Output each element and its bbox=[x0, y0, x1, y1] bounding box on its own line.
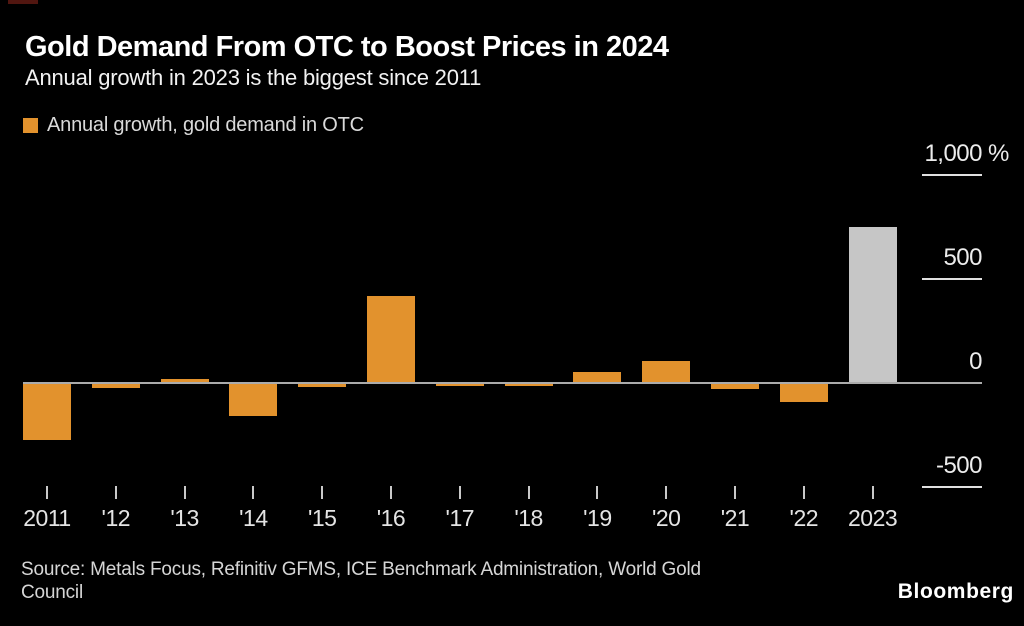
x-axis-tick bbox=[252, 486, 255, 499]
y-axis-tick bbox=[922, 174, 982, 176]
bar-16 bbox=[367, 295, 415, 383]
artifact-mark bbox=[8, 0, 38, 4]
bar-18 bbox=[504, 383, 553, 387]
x-axis-label: 2011 bbox=[23, 505, 71, 531]
x-axis-label: '22 bbox=[789, 505, 819, 531]
x-axis-tick bbox=[458, 486, 461, 499]
x-axis-label: '19 bbox=[583, 505, 612, 531]
x-axis-label: '17 bbox=[445, 505, 475, 531]
zero-baseline bbox=[23, 382, 982, 384]
bar-14 bbox=[229, 383, 278, 417]
x-axis-label: '12 bbox=[101, 505, 131, 531]
x-axis-tick bbox=[665, 486, 668, 499]
x-axis-label: '18 bbox=[514, 505, 543, 531]
y-axis-label: 1,000 bbox=[924, 140, 982, 167]
x-axis-tick bbox=[183, 486, 186, 499]
bar-20 bbox=[642, 361, 691, 383]
x-axis-label: '21 bbox=[720, 505, 750, 531]
x-axis-label: '15 bbox=[307, 505, 337, 531]
x-axis-label: '16 bbox=[376, 505, 406, 531]
bar-2011 bbox=[23, 383, 71, 441]
bar-12 bbox=[91, 383, 140, 389]
x-axis-tick bbox=[527, 486, 530, 499]
bar-2023 bbox=[848, 227, 897, 383]
x-axis-tick bbox=[802, 486, 805, 499]
legend-label: Annual growth, gold demand in OTC bbox=[47, 114, 364, 136]
y-axis-label: -500 bbox=[935, 452, 983, 479]
bar-15 bbox=[298, 383, 347, 388]
y-axis-label: 0 bbox=[969, 348, 982, 375]
source-note: Source: Metals Focus, Refinitiv GFMS, IC… bbox=[21, 559, 701, 603]
x-axis-label: '20 bbox=[651, 505, 681, 531]
bar-17 bbox=[435, 383, 484, 387]
x-axis-tick bbox=[114, 486, 117, 499]
bloomberg-logo: Bloomberg bbox=[897, 580, 1014, 603]
chart-subtitle: Annual growth in 2023 is the biggest sin… bbox=[25, 65, 482, 90]
x-axis-tick bbox=[46, 486, 48, 499]
y-axis-tick bbox=[922, 486, 982, 488]
x-axis-tick bbox=[390, 486, 392, 499]
x-axis-label: '14 bbox=[239, 505, 268, 531]
legend-swatch-icon bbox=[23, 118, 38, 133]
y-axis-tick bbox=[922, 278, 982, 280]
bar-21 bbox=[711, 383, 759, 390]
bar-22 bbox=[779, 383, 828, 402]
legend: Annual growth, gold demand in OTC bbox=[23, 114, 364, 137]
x-axis-label: '13 bbox=[170, 505, 199, 531]
x-axis-tick bbox=[596, 486, 599, 499]
x-axis-tick bbox=[871, 486, 874, 499]
x-axis-tick bbox=[321, 486, 324, 499]
x-axis-tick bbox=[734, 486, 736, 499]
y-axis-unit: % bbox=[988, 140, 1010, 167]
bar-13 bbox=[160, 378, 209, 383]
y-axis-label: 500 bbox=[943, 244, 982, 271]
bar-19 bbox=[573, 371, 622, 383]
chart-title: Gold Demand From OTC to Boost Prices in … bbox=[25, 31, 669, 63]
x-axis-label: 2023 bbox=[848, 505, 898, 531]
